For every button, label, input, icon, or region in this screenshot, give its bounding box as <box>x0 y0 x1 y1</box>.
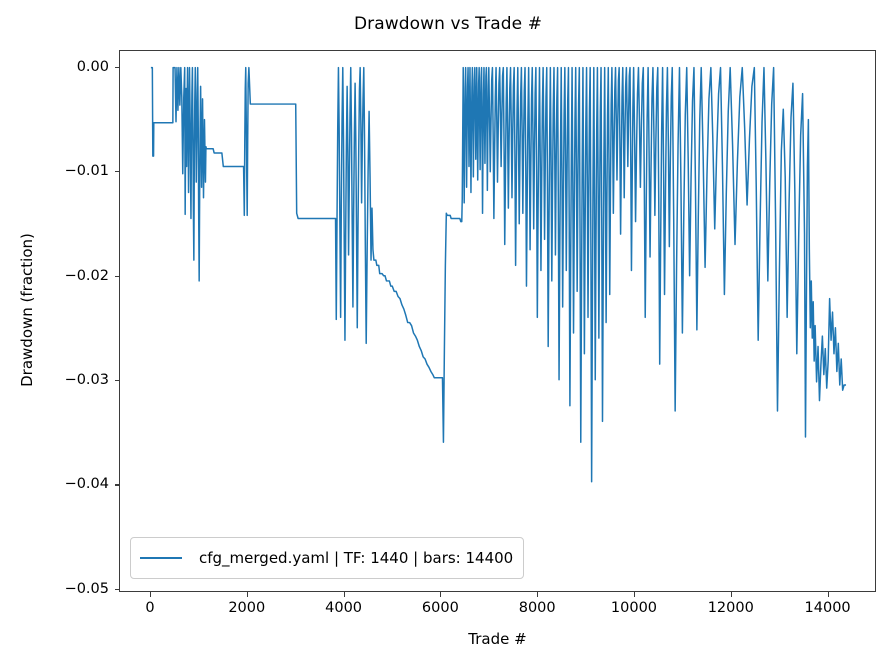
y-tick-mark <box>114 380 119 382</box>
page-title: Drawdown vs Trade # <box>353 14 543 34</box>
series-line <box>150 66 847 483</box>
x-tick-mark <box>343 592 345 597</box>
x-tick-mark <box>633 592 636 597</box>
plot-area <box>119 50 876 592</box>
x-axis-label: Trade # <box>468 630 527 648</box>
y-tick-mark <box>114 171 119 173</box>
x-tick-label: 10000 <box>610 600 658 616</box>
x-tick-label: 8000 <box>518 600 556 616</box>
x-tick-label: 6000 <box>421 600 459 616</box>
y-tick-label: −0.03 <box>64 372 109 388</box>
y-tick-mark <box>114 484 119 486</box>
y-tick-mark <box>114 275 119 277</box>
x-tick-label: 0 <box>145 600 155 616</box>
y-tick-label: −0.01 <box>64 163 109 180</box>
y-tick-label: 0.00 <box>76 58 109 75</box>
x-tick-label: 2000 <box>228 600 266 616</box>
x-tick-mark <box>440 592 442 597</box>
legend-line-swatch <box>140 557 182 559</box>
y-tick-label: −0.05 <box>64 580 109 597</box>
x-tick-mark <box>730 592 732 597</box>
y-tick-label: −0.02 <box>64 267 109 284</box>
drawdown-series <box>150 66 847 483</box>
x-tick-mark <box>246 592 248 597</box>
y-axis-label: Drawdown (fraction) <box>18 233 36 387</box>
x-tick-mark <box>149 592 152 597</box>
x-tick-label: 4000 <box>325 600 363 616</box>
x-tick-label: 12000 <box>707 600 754 616</box>
legend-label: cfg_merged.yaml | TF: 1440 | bars: 14400 <box>199 549 514 567</box>
x-tick-label: 14000 <box>804 600 851 616</box>
chart-legend[interactable]: cfg_merged.yaml | TF: 1440 | bars: 14400 <box>130 537 525 579</box>
y-tick-mark <box>114 66 119 68</box>
y-tick-mark <box>114 588 119 590</box>
x-tick-mark <box>827 592 829 597</box>
y-tick-label: −0.04 <box>64 476 109 493</box>
x-tick-mark <box>537 592 539 597</box>
